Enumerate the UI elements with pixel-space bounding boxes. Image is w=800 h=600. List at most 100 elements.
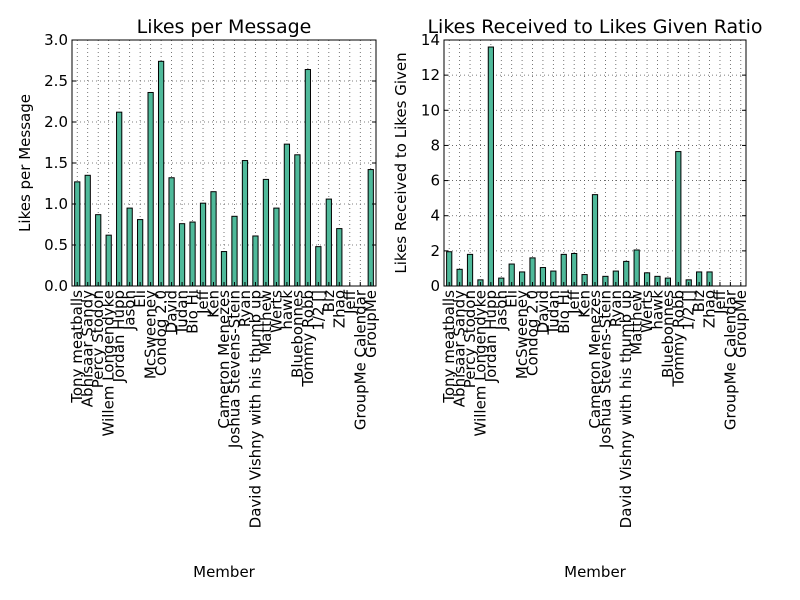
x-tick-label: McSweeney xyxy=(142,290,160,379)
bar xyxy=(633,249,640,287)
y-tick-label: 4 xyxy=(430,207,440,225)
x-tick-label: Joshua Stevens-Stein xyxy=(596,290,614,449)
x-tick-label: Matthew xyxy=(628,290,646,355)
chart-likes-per-message: Likes per Message Likes per Message Memb… xyxy=(16,16,380,581)
bar xyxy=(571,252,578,287)
y-axis-label: Likes per Message xyxy=(16,94,34,232)
x-tick-label: Tommy Robb xyxy=(669,290,687,388)
x-tick-label: Bio Hi xyxy=(555,290,573,334)
bar xyxy=(466,253,474,287)
bar xyxy=(591,194,599,287)
x-tick-label: Jeff xyxy=(194,289,212,315)
x-tick-label: Jason xyxy=(492,290,510,331)
x-tick-label: Eli xyxy=(131,290,149,308)
y-tick-label: 6 xyxy=(430,172,440,190)
bar xyxy=(446,251,453,287)
bar xyxy=(231,215,238,287)
y-tick-label: 0.0 xyxy=(44,277,68,295)
x-tick-label: David Vishny with his thumb up xyxy=(246,290,264,528)
bar xyxy=(241,160,249,287)
x-tick-label: Eli xyxy=(503,290,521,308)
bar xyxy=(315,246,322,287)
bar xyxy=(529,257,536,287)
x-tick-label: GroupMe Calendar xyxy=(351,289,369,430)
x-tick-label: Cameron Menezes xyxy=(586,290,604,429)
x-tick-label: Willem Longendyke xyxy=(471,290,489,436)
y-tick-label: 10 xyxy=(421,101,440,119)
x-tick-label: 1/2 [] xyxy=(680,290,698,331)
y-tick-label: 14 xyxy=(421,31,440,49)
x-tick-label: Werts xyxy=(638,290,656,333)
x-tick-label: Abhisaar Sandy xyxy=(79,290,97,407)
x-tick-label: Tony meatballs xyxy=(440,290,458,404)
x-tick-label: David Vishny with his thumb up xyxy=(617,290,635,528)
x-tick-label: GroupMe xyxy=(362,290,380,358)
x-tick-label: Tudan xyxy=(544,290,562,336)
bar xyxy=(252,235,259,287)
x-tick-label: Jason xyxy=(121,290,139,331)
x-tick-label: Zhao xyxy=(330,290,348,328)
y-tick-label: 0 xyxy=(430,277,440,295)
bar xyxy=(126,207,133,287)
bar xyxy=(105,234,112,287)
y-tick-label: 12 xyxy=(421,66,440,84)
x-axis-label: Member xyxy=(193,563,256,581)
x-tick-label: Bluebonnes xyxy=(659,290,677,378)
x-tick-label: Biz xyxy=(690,290,708,312)
bar xyxy=(294,154,301,287)
x-tick-label: Jeff xyxy=(711,289,729,315)
x-tick-label: GroupMe Calendar xyxy=(721,289,739,430)
bar xyxy=(95,214,102,287)
x-tick-label: Werts xyxy=(267,290,285,333)
bar xyxy=(178,223,186,287)
bar xyxy=(189,221,196,287)
x-tick-label: Ryan xyxy=(236,290,254,327)
x-tick-label: McSweeney xyxy=(513,290,531,379)
bar xyxy=(137,219,144,287)
y-tick-label: 3.0 xyxy=(44,31,68,49)
bar xyxy=(675,151,682,287)
x-tick-label: Ken xyxy=(205,290,223,318)
bar xyxy=(199,202,207,287)
x-axis-label: Member xyxy=(564,563,627,581)
x-tick-label: Tudan xyxy=(173,290,191,336)
x-tick-label: hawk xyxy=(278,290,296,330)
x-tick-label: Tony meatballs xyxy=(68,290,86,404)
x-tick-label: Condog 2.0 xyxy=(524,290,542,376)
y-tick-label: 1.0 xyxy=(44,195,68,213)
bar xyxy=(487,46,494,287)
x-tick-label: GroupMe xyxy=(732,290,750,358)
chart-likes-ratio: Likes Received to Likes Given Ratio Like… xyxy=(392,16,763,581)
x-tick-label: Jordan Hupp xyxy=(110,290,128,383)
x-tick-label: Zhao xyxy=(701,290,719,328)
y-tick-label: 1.5 xyxy=(44,154,68,172)
x-tick-label: Biz xyxy=(320,290,338,312)
bar xyxy=(168,177,175,287)
x-tick-label: Joshua Stevens-Stein xyxy=(225,290,243,449)
x-tick-label: Matthew xyxy=(257,290,275,355)
x-tick-label: Ken xyxy=(576,290,594,318)
bar xyxy=(116,111,123,287)
bar xyxy=(336,228,343,287)
x-tick-label: Jordan Hupp xyxy=(482,290,500,383)
bar xyxy=(304,69,311,287)
bar xyxy=(367,169,374,287)
chart-title: Likes per Message xyxy=(137,16,312,38)
bar xyxy=(147,91,154,287)
bar xyxy=(157,60,165,287)
x-tick-label: David xyxy=(534,290,552,333)
bar xyxy=(325,198,332,287)
bar xyxy=(262,178,270,287)
y-axis-label: Likes Received to Likes Given xyxy=(392,52,410,273)
x-tick-label: Jeff xyxy=(341,289,359,315)
y-tick-label: 2.0 xyxy=(44,113,68,131)
bar xyxy=(74,181,81,287)
y-tick-label: 8 xyxy=(430,136,440,154)
x-tick-label: Ryan xyxy=(607,290,625,327)
x-tick-label: Abhisaar Sandy xyxy=(451,290,469,407)
bar xyxy=(560,253,567,287)
x-tick-label: Percy Stodon xyxy=(461,290,479,388)
bar xyxy=(273,207,280,287)
